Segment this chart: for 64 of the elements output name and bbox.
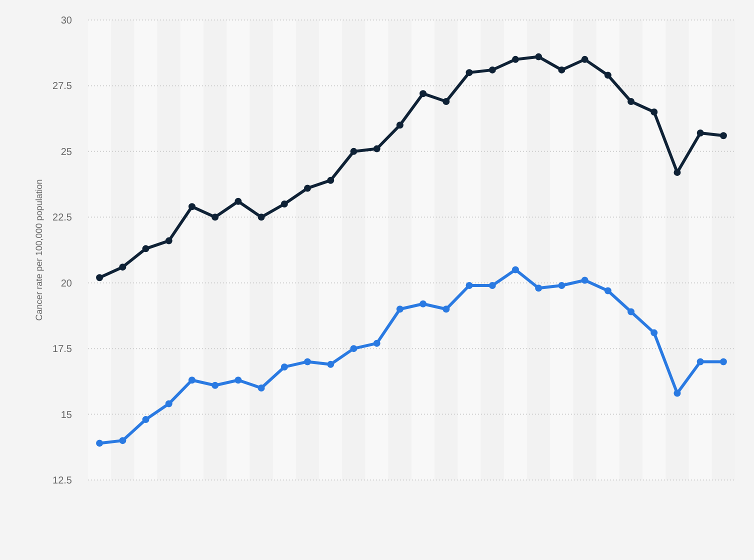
y-tick-label: 27.5 bbox=[52, 81, 72, 92]
point bbox=[350, 148, 358, 155]
point bbox=[234, 198, 242, 205]
point bbox=[674, 390, 681, 397]
point bbox=[234, 376, 242, 384]
point bbox=[188, 203, 196, 210]
point bbox=[466, 282, 473, 289]
point bbox=[396, 122, 404, 129]
point bbox=[258, 214, 265, 221]
point bbox=[420, 300, 427, 308]
point bbox=[212, 382, 219, 389]
y-tick-label: 22.5 bbox=[52, 212, 72, 224]
point bbox=[396, 306, 404, 313]
y-tick-label: 15 bbox=[60, 410, 72, 421]
point bbox=[650, 329, 658, 336]
point bbox=[488, 282, 496, 289]
point bbox=[304, 184, 312, 192]
point bbox=[512, 56, 519, 63]
point bbox=[373, 340, 380, 347]
point bbox=[119, 264, 126, 271]
point bbox=[696, 130, 704, 137]
point bbox=[188, 376, 196, 384]
point bbox=[535, 53, 542, 60]
y-tick-label: 12.5 bbox=[52, 476, 72, 486]
point bbox=[581, 276, 588, 284]
point bbox=[119, 437, 126, 444]
point bbox=[628, 98, 635, 105]
point bbox=[488, 66, 496, 74]
point bbox=[327, 360, 334, 368]
point bbox=[304, 358, 312, 366]
point bbox=[442, 98, 450, 105]
point bbox=[720, 132, 727, 140]
point bbox=[373, 145, 380, 152]
point bbox=[558, 282, 566, 289]
point bbox=[280, 200, 288, 208]
point bbox=[720, 358, 727, 366]
point bbox=[604, 72, 612, 79]
point bbox=[350, 345, 358, 352]
point bbox=[535, 284, 542, 292]
point bbox=[258, 384, 265, 392]
point bbox=[466, 69, 473, 76]
y-tick-label: 25 bbox=[60, 146, 72, 158]
point bbox=[280, 363, 288, 370]
point bbox=[142, 245, 150, 252]
point bbox=[165, 237, 172, 244]
point bbox=[142, 416, 150, 424]
point bbox=[96, 274, 104, 282]
y-tick-label: 17.5 bbox=[52, 344, 72, 356]
point bbox=[442, 306, 450, 313]
point bbox=[696, 358, 704, 366]
y-tick-label: 30 bbox=[60, 16, 72, 26]
point bbox=[165, 400, 172, 408]
point bbox=[420, 90, 427, 98]
point bbox=[581, 56, 588, 63]
point bbox=[512, 266, 519, 274]
point bbox=[604, 287, 612, 294]
point bbox=[212, 214, 219, 221]
point bbox=[628, 308, 635, 316]
point bbox=[650, 108, 658, 116]
point bbox=[96, 440, 104, 447]
point bbox=[558, 66, 566, 74]
y-tick-label: 20 bbox=[60, 278, 72, 290]
point bbox=[327, 176, 334, 184]
y-axis-title: Cancer rate per 100,000 population bbox=[34, 179, 44, 321]
